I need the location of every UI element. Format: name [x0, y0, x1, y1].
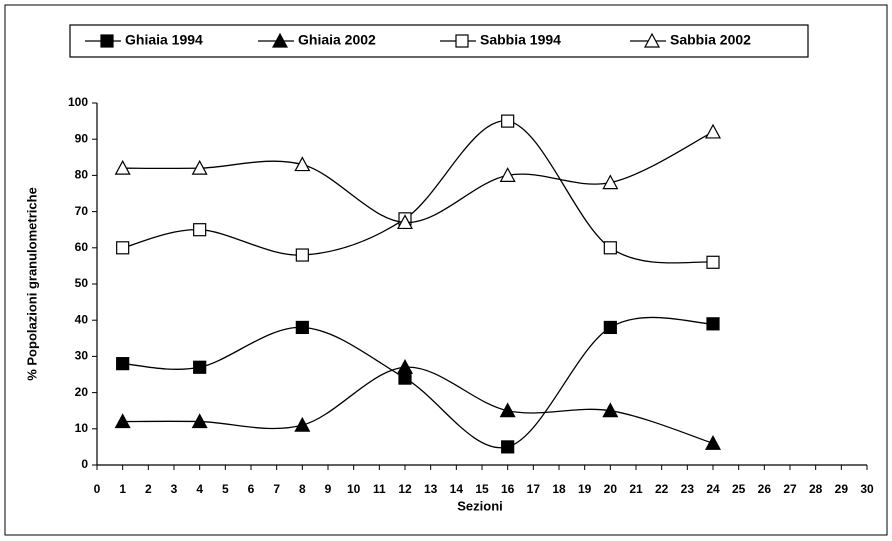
x-tick-label: 13: [424, 482, 438, 496]
marker: [396, 214, 414, 230]
y-axis-label: % Popolazioni granulometriche: [24, 187, 39, 381]
marker: [602, 402, 619, 418]
x-tick-label: 30: [860, 482, 874, 496]
x-tick-label: 20: [604, 482, 618, 496]
x-tick-label: 18: [552, 482, 566, 496]
legend-box: [69, 24, 809, 58]
legend-label: Ghiaia 1994: [125, 32, 203, 48]
y-tick-label: 50: [75, 276, 89, 290]
x-tick-label: 25: [732, 482, 746, 496]
marker: [294, 416, 311, 432]
x-tick-label: 23: [681, 482, 695, 496]
marker: [191, 159, 208, 175]
marker: [603, 241, 617, 255]
y-tick-label: 40: [75, 312, 89, 326]
x-tick-label: 9: [325, 482, 332, 496]
x-tick-label: 7: [273, 482, 280, 496]
y-tick-label: 0: [81, 457, 88, 471]
marker: [294, 156, 311, 172]
legend-label: Sabbia 2002: [670, 32, 751, 48]
marker: [706, 255, 720, 269]
x-tick-label: 22: [655, 482, 669, 496]
x-tick-label: 21: [629, 482, 643, 496]
marker: [295, 320, 309, 335]
y-tick-label: 80: [75, 168, 89, 182]
marker: [706, 317, 720, 331]
legend-marker: [643, 32, 661, 48]
marker: [116, 241, 130, 255]
marker: [396, 358, 414, 374]
marker: [114, 413, 131, 429]
legend-label: Ghiaia 2002: [298, 32, 376, 48]
marker: [193, 223, 207, 237]
legend-marker: [455, 34, 469, 48]
marker: [116, 357, 130, 371]
marker: [191, 413, 208, 429]
y-tick-label: 60: [75, 240, 89, 254]
x-tick-label: 24: [706, 482, 720, 496]
x-tick-label: 15: [475, 482, 489, 496]
x-tick-label: 4: [196, 482, 203, 496]
marker: [398, 371, 412, 385]
x-tick-label: 27: [783, 482, 797, 496]
x-tick-label: 16: [501, 482, 515, 496]
x-tick-label: 14: [450, 482, 464, 496]
marker: [602, 174, 619, 190]
marker: [499, 167, 516, 182]
y-tick-label: 90: [75, 131, 89, 145]
x-tick-label: 0: [94, 482, 101, 496]
x-axis-label: Sezioni: [457, 498, 503, 513]
x-tick-label: 12: [398, 482, 412, 496]
x-tick-label: 19: [578, 482, 592, 496]
x-tick-label: 2: [145, 482, 152, 496]
frame: [4, 4, 888, 536]
x-tick-label: 11: [373, 482, 386, 496]
x-tick-label: 8: [299, 482, 306, 496]
y-tick-label: 10: [75, 421, 89, 435]
x-tick-label: 6: [248, 482, 255, 496]
marker: [114, 159, 131, 175]
y-tick-label: 100: [68, 95, 88, 109]
marker: [704, 435, 722, 450]
marker: [499, 402, 516, 418]
y-tick-label: 70: [75, 204, 89, 218]
legend-marker: [100, 34, 114, 48]
x-tick-label: 26: [758, 482, 772, 496]
x-tick-label: 10: [347, 482, 361, 496]
marker: [295, 248, 309, 262]
marker: [603, 320, 617, 335]
marker: [501, 114, 515, 128]
legend-label: Sabbia 1994: [480, 32, 561, 48]
x-tick-label: 29: [835, 482, 849, 496]
marker: [193, 360, 207, 374]
legend-marker: [271, 32, 289, 48]
x-tick-label: 5: [222, 482, 229, 496]
x-tick-label: 17: [527, 482, 541, 496]
x-tick-label: 1: [119, 482, 126, 496]
x-tick-label: 3: [171, 482, 178, 496]
y-tick-label: 30: [75, 349, 89, 363]
marker: [704, 123, 722, 139]
y-tick-label: 20: [75, 385, 89, 399]
marker: [501, 440, 515, 454]
x-tick-label: 28: [809, 482, 823, 496]
